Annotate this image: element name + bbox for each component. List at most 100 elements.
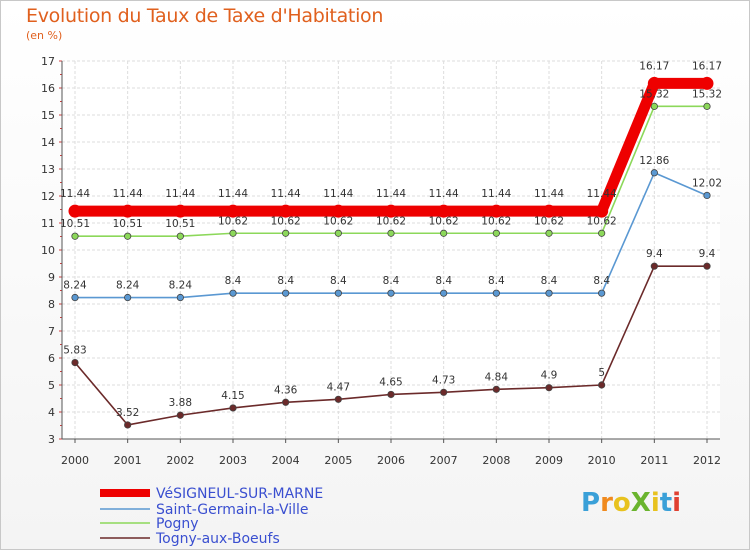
data-label: 8.4 bbox=[541, 275, 558, 287]
data-label: 5.83 bbox=[63, 345, 86, 357]
data-point bbox=[387, 390, 395, 399]
data-point bbox=[229, 229, 237, 237]
data-point bbox=[173, 204, 187, 218]
data-point bbox=[542, 204, 556, 218]
data-point bbox=[387, 289, 395, 297]
y-tick-label: 17 bbox=[41, 55, 55, 68]
chart-subtitle: (en %) bbox=[26, 29, 63, 42]
y-tick-label: 14 bbox=[41, 136, 55, 149]
data-point bbox=[176, 232, 184, 240]
data-label: 15.32 bbox=[692, 88, 722, 100]
data-point bbox=[598, 381, 606, 389]
data-point bbox=[124, 421, 132, 429]
logo-letter: P bbox=[581, 488, 601, 518]
data-point bbox=[279, 204, 293, 218]
data-point bbox=[121, 204, 135, 218]
legend-entry: Saint-Germain-la-Ville bbox=[156, 502, 309, 518]
x-tick-label: 2007 bbox=[430, 454, 458, 467]
y-tick-label: 5 bbox=[48, 379, 55, 392]
data-point bbox=[492, 385, 500, 393]
x-tick-label: 2008 bbox=[482, 454, 510, 467]
data-point bbox=[71, 232, 79, 240]
data-label: 10.62 bbox=[376, 215, 406, 227]
data-label: 11.44 bbox=[429, 188, 459, 200]
data-point bbox=[334, 289, 342, 297]
data-label: 11.44 bbox=[376, 188, 406, 200]
data-point bbox=[226, 204, 240, 218]
data-point bbox=[650, 102, 658, 110]
data-point bbox=[598, 229, 606, 237]
y-tick-label: 8 bbox=[48, 298, 55, 311]
data-label: 10.62 bbox=[271, 215, 301, 227]
data-point bbox=[124, 232, 132, 240]
data-label: 8.4 bbox=[330, 275, 347, 287]
data-label: 11.44 bbox=[218, 188, 248, 200]
y-tick-label: 15 bbox=[41, 109, 55, 122]
x-tick-label: 2002 bbox=[166, 454, 194, 467]
data-point bbox=[282, 289, 290, 297]
data-point bbox=[176, 411, 184, 419]
data-point bbox=[334, 395, 342, 403]
data-label: 3.52 bbox=[116, 407, 139, 419]
data-label: 9.4 bbox=[646, 248, 663, 260]
data-label: 10.62 bbox=[429, 215, 459, 227]
data-point bbox=[647, 76, 661, 90]
data-label: 11.44 bbox=[165, 188, 195, 200]
y-tick-label: 16 bbox=[41, 82, 55, 95]
data-point bbox=[334, 229, 342, 237]
data-label: 11.44 bbox=[323, 188, 353, 200]
data-label: 4.73 bbox=[432, 374, 455, 386]
data-label: 3.88 bbox=[169, 397, 192, 409]
data-label: 10.51 bbox=[165, 218, 195, 230]
logo-letter: i bbox=[672, 488, 682, 518]
data-label: 8.24 bbox=[169, 280, 193, 292]
data-label: 4.47 bbox=[327, 381, 350, 393]
y-tick-label: 12 bbox=[41, 190, 55, 203]
data-point bbox=[595, 204, 609, 218]
x-tick-label: 2004 bbox=[272, 454, 300, 467]
data-label: 10.51 bbox=[60, 218, 90, 230]
data-point bbox=[282, 398, 290, 406]
data-label: 12.02 bbox=[692, 177, 722, 189]
data-point bbox=[68, 204, 82, 218]
x-tick-label: 2009 bbox=[535, 454, 563, 467]
data-label: 11.44 bbox=[271, 188, 301, 200]
data-point bbox=[437, 204, 451, 218]
data-label: 8.4 bbox=[488, 275, 505, 287]
data-point bbox=[176, 293, 184, 302]
x-tick-label: 2000 bbox=[61, 454, 89, 467]
x-tick-label: 2010 bbox=[588, 454, 616, 467]
data-point bbox=[229, 404, 237, 412]
data-label: 11.44 bbox=[587, 188, 617, 200]
data-label: 11.44 bbox=[60, 188, 90, 200]
y-tick-label: 13 bbox=[41, 163, 55, 176]
data-point bbox=[387, 229, 395, 237]
x-tick-label: 2012 bbox=[693, 454, 721, 467]
data-label: 9.4 bbox=[699, 248, 716, 260]
data-point bbox=[384, 204, 398, 218]
data-point bbox=[440, 289, 448, 297]
data-label: 8.4 bbox=[383, 275, 400, 287]
data-label: 10.62 bbox=[218, 215, 248, 227]
data-point bbox=[124, 293, 132, 302]
logo-letter: r bbox=[600, 488, 613, 518]
legend-entry: VéSIGNEUL-SUR-MARNE bbox=[156, 486, 323, 502]
data-label: 10.62 bbox=[587, 215, 617, 227]
data-point bbox=[545, 229, 553, 237]
data-point bbox=[71, 293, 79, 302]
data-label: 11.44 bbox=[534, 188, 564, 200]
logo-letter: X bbox=[630, 488, 651, 518]
data-label: 10.62 bbox=[534, 215, 564, 227]
data-label: 4.84 bbox=[485, 371, 509, 383]
y-tick-label: 3 bbox=[48, 433, 55, 446]
data-label: 10.51 bbox=[113, 218, 143, 230]
y-tick-label: 4 bbox=[48, 406, 55, 419]
x-tick-label: 2006 bbox=[377, 454, 405, 467]
data-label: 4.65 bbox=[379, 376, 402, 388]
data-label: 11.44 bbox=[481, 188, 511, 200]
data-point bbox=[331, 204, 345, 218]
data-label: 8.4 bbox=[593, 275, 610, 287]
data-label: 10.62 bbox=[481, 215, 511, 227]
y-tick-label: 10 bbox=[41, 244, 55, 257]
